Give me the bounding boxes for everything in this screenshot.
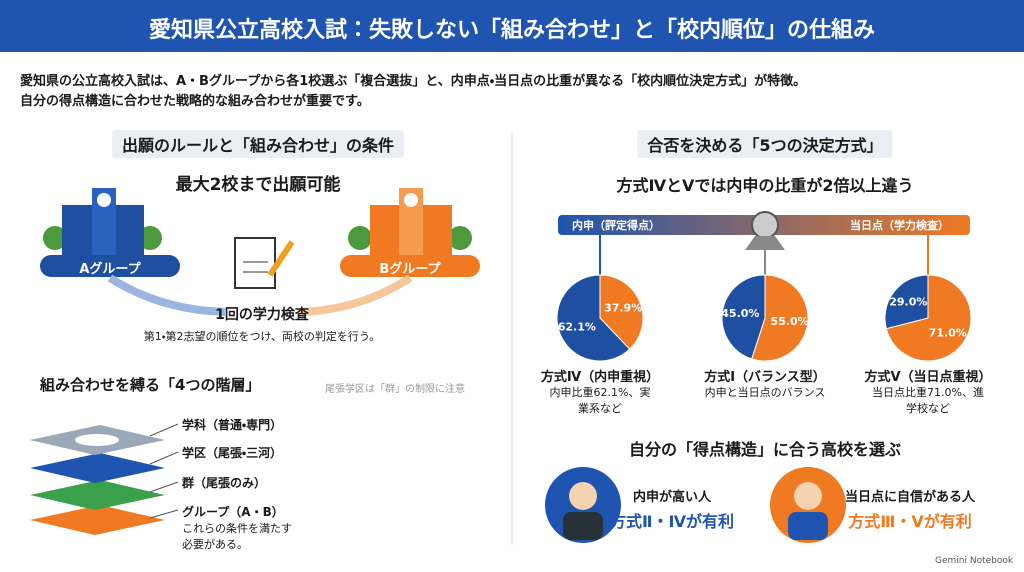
header-bar [0, 0, 1024, 52]
balance-scale [558, 211, 970, 275]
layers-footer: これらの条件を満たす必要がある。 [182, 522, 292, 551]
headline: 方式ⅣとⅤでは内申の比重が2倍以上違う [616, 176, 914, 195]
pie-title: 方式Ⅰ（バランス型） [704, 370, 826, 385]
exam-note: 第1・第2志望の順位をつけ、両校の判定を行う。 [143, 330, 381, 343]
school-b [340, 188, 480, 277]
layer-label: 群（尾張のみ） [182, 476, 267, 490]
scale-label: 当日点（学力検査） [850, 219, 949, 232]
pie-value-label: 55.0% [771, 315, 809, 328]
layer-label: グループ（A・B） [182, 505, 284, 519]
layer-label: 学区（尾張・三河） [182, 446, 283, 460]
pie-value-label: 62.1% [558, 320, 596, 333]
layer-stack [30, 423, 179, 535]
title: 愛知県公立高校入試：失敗しない「組み合わせ」と「校内順位」の仕組み [148, 18, 876, 43]
profile-advice: 方式Ⅲ・Ⅴが有利 [848, 512, 972, 531]
profile-label: 内申が高い人 [632, 490, 712, 505]
person-icons [545, 467, 846, 543]
pie-value-label: 37.9% [604, 302, 642, 315]
pie-value-label: 29.0% [889, 296, 927, 309]
link-b [299, 274, 413, 316]
intro-line: 愛知県の公立高校入試は、A・Bグループから各1校選ぶ「複合選抜」と、内申点・当日… [20, 74, 807, 89]
layer-label: 学科（普通・専門） [182, 418, 283, 432]
pie-note: 当日点比重71.0%、進学校など [872, 386, 984, 415]
document-icon [234, 237, 295, 289]
pie-note: 内申と当日点のバランス [704, 386, 826, 399]
school-a [40, 188, 180, 277]
pie-title: 方式Ⅳ（内申重視） [540, 370, 660, 385]
headline: 最大2校まで出願可能 [175, 175, 341, 195]
pie-value-label: 45.0% [721, 307, 759, 320]
group-label: Aグループ [79, 262, 141, 277]
pie-value-label: 71.0% [929, 326, 967, 339]
exam-label: 1回の学力検査 [215, 307, 309, 323]
pie-slice [556, 274, 631, 362]
section-title: 合否を決める「5つの決定方式」 [637, 130, 893, 158]
layers-note: 尾張学区は「群」の制限に注意 [325, 384, 465, 395]
scale-label: 内申（評定得点） [572, 219, 660, 232]
pie-note: 内申比重62.1%、実業系など [549, 386, 651, 415]
footer: Gemini Notebook [935, 556, 1014, 566]
layers-title: 組み合わせを縛る「4つの階層」 [40, 376, 261, 394]
link-a [107, 274, 226, 316]
pie-slice [599, 274, 644, 350]
pie-slice [885, 274, 972, 362]
profile-advice: 方式Ⅱ・Ⅳが有利 [609, 512, 735, 531]
profile-label: 当日点に自信がある人 [844, 490, 976, 505]
group-label: Bグループ [379, 262, 441, 277]
pie-slice [884, 274, 929, 330]
pie-slice [751, 274, 809, 362]
pie-title: 方式Ⅴ（当日点重視） [864, 370, 992, 385]
pie-slice [721, 274, 766, 360]
section-title: 出願のルールと「組み合わせ」の条件 [111, 130, 405, 158]
intro-line: 自分の得点構造に合わせた戦略的な組み合わせが重要です。 [20, 94, 370, 109]
choose-title: 自分の「得点構造」に合う高校を選ぶ [628, 440, 902, 459]
